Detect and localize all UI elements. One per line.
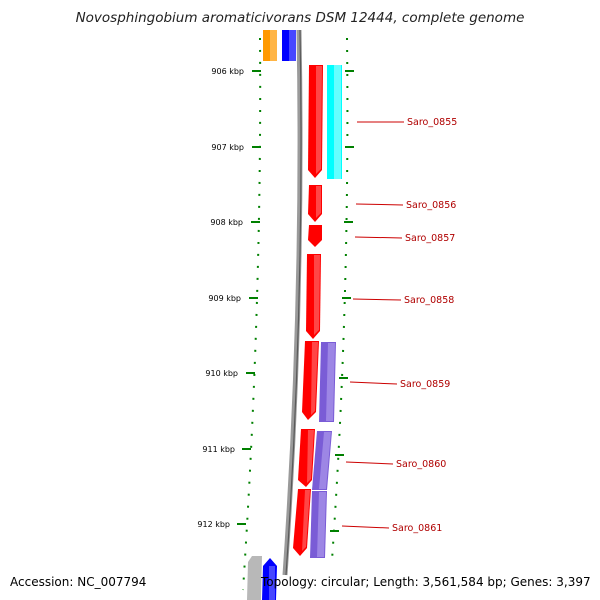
top-genes bbox=[263, 30, 296, 61]
gene-label-saro-0856[interactable]: Saro_0856 bbox=[406, 200, 456, 211]
gene-labels: Saro_0855 Saro_0856 Saro_0857 Saro_0858 … bbox=[392, 117, 457, 534]
gene-saro-0860-shade bbox=[319, 432, 331, 489]
scale-ticks bbox=[237, 70, 354, 532]
cds-saro-0859-shade bbox=[311, 342, 318, 415]
gene-saro-0855-shade bbox=[334, 65, 341, 179]
orange-gene-highlight bbox=[270, 30, 277, 61]
inner-dotted-ring bbox=[242, 37, 262, 591]
leader-saro-0861 bbox=[341, 525, 390, 529]
gene-label-lines bbox=[341, 121, 404, 529]
cds-saro-0861-shade bbox=[302, 490, 310, 551]
tick-label-910: 910 kbp bbox=[205, 369, 238, 378]
backbone-outer bbox=[282, 29, 303, 576]
leader-saro-0857 bbox=[354, 236, 403, 239]
accession-text: Accession: NC_007794 bbox=[10, 575, 147, 589]
outer-dotted-ring bbox=[331, 37, 349, 561]
gene-label-saro-0857[interactable]: Saro_0857 bbox=[405, 233, 455, 244]
tick-labels: 906 kbp 907 kbp 908 kbp 909 kbp 910 kbp … bbox=[197, 67, 244, 529]
tick-label-912: 912 kbp bbox=[197, 520, 230, 529]
cds-saro-0860-shade bbox=[307, 430, 314, 483]
dotted-scale-rings bbox=[242, 37, 349, 591]
leader-saro-0858 bbox=[352, 298, 402, 301]
blue-gene-bottom-highlight bbox=[269, 566, 275, 600]
gene-label-saro-0861[interactable]: Saro_0861 bbox=[392, 523, 442, 534]
cds-features bbox=[293, 65, 323, 556]
cds-saro-0857[interactable] bbox=[308, 225, 322, 247]
gene-label-saro-0858[interactable]: Saro_0858 bbox=[404, 295, 454, 306]
leader-saro-0856 bbox=[355, 203, 404, 206]
topology-text: Topology: circular; Length: 3,561,584 bp… bbox=[261, 575, 591, 589]
cds-saro-0858-shade bbox=[314, 255, 320, 335]
backbone bbox=[282, 29, 303, 576]
leader-saro-0860 bbox=[345, 461, 394, 465]
gene-saro-0859-shade bbox=[326, 343, 335, 421]
gene-saro-0861-shade bbox=[317, 492, 326, 557]
tick-label-907: 907 kbp bbox=[211, 143, 244, 152]
tick-label-906: 906 kbp bbox=[211, 67, 244, 76]
leader-saro-0859 bbox=[349, 381, 398, 385]
gene-features bbox=[310, 65, 342, 558]
tick-label-908: 908 kbp bbox=[210, 218, 243, 227]
tick-label-911: 911 kbp bbox=[202, 445, 235, 454]
cds-saro-0855-shade bbox=[316, 66, 322, 174]
gene-label-saro-0859[interactable]: Saro_0859 bbox=[400, 379, 450, 390]
gray-gene-bottom[interactable] bbox=[247, 556, 262, 600]
map-title: Novosphingobium aromaticivorans DSM 1244… bbox=[75, 10, 525, 26]
gene-label-saro-0860[interactable]: Saro_0860 bbox=[396, 459, 446, 470]
gene-label-saro-0855[interactable]: Saro_0855 bbox=[407, 117, 457, 128]
cds-saro-0856-shade bbox=[316, 186, 321, 218]
blue-gene-highlight bbox=[289, 30, 296, 61]
backbone-inner bbox=[285, 29, 302, 576]
bottom-genes bbox=[247, 556, 277, 600]
tick-label-909: 909 kbp bbox=[208, 294, 241, 303]
